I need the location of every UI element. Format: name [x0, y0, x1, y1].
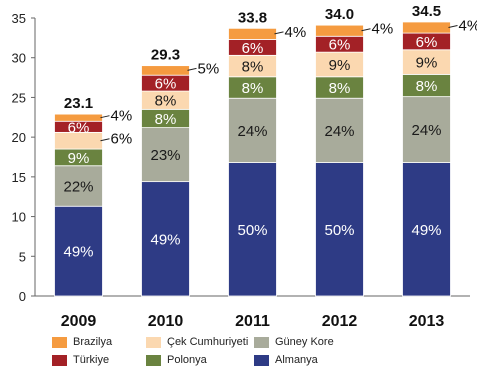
bar-segment--ek-cumhuriyeti [315, 51, 364, 78]
bar-segment-brazilya [141, 65, 190, 76]
y-tick-label: 0 [19, 289, 26, 304]
leader-line [100, 138, 110, 142]
bar-segment-brazilya [402, 21, 451, 34]
data-label-outside: 4% [372, 21, 394, 38]
legend-swatch-almanya [254, 354, 269, 366]
data-label-outside: 5% [198, 60, 220, 77]
data-label: 24% [324, 123, 354, 140]
bar-segment-brazilya [228, 27, 277, 40]
legend-item-cek-cumhuriyeti: Çek Cumhuriyeti [146, 336, 248, 348]
legend-label-guney-kore: Güney Kore [275, 336, 334, 348]
x-tick-label: 2013 [409, 313, 445, 330]
data-label: 8% [155, 111, 177, 128]
data-label-outside: 6% [111, 131, 133, 148]
total-label: 23.1 [64, 95, 93, 112]
bar-segment-almanya [228, 162, 277, 297]
leader-line [187, 67, 197, 71]
legend-item-brazilya: Brazilya [52, 336, 112, 348]
bar-segment-g-ney-kore [228, 97, 277, 163]
data-label: 6% [68, 119, 90, 136]
y-tick-label: 15 [12, 170, 26, 185]
legend-item-turkiye: Türkiye [52, 354, 109, 366]
data-label: 8% [416, 78, 438, 95]
legend-swatch-brazilya [52, 336, 67, 348]
data-label: 23% [150, 147, 180, 164]
legend-label-brazilya: Brazilya [73, 336, 113, 348]
total-label: 34.5 [412, 3, 441, 20]
data-label: 49% [150, 231, 180, 248]
legend-label-almanya: Almanya [275, 354, 318, 366]
legend-swatch-cek-cumhuriyeti [146, 336, 161, 348]
stacked-bar-chart: 0 5 10 15 20 25 30 35 49% 22% 9% 6% 6% 4% 23.1 2009 49% 2… [12, 3, 477, 330]
legend-label-cek-cumhuriyeti: Çek Cumhuriyeti [167, 336, 249, 348]
data-label: 8% [155, 93, 177, 110]
leader-line [100, 115, 110, 119]
leader-line [448, 25, 458, 29]
legend-swatch-turkiye [52, 354, 67, 366]
y-tick-label: 10 [12, 210, 26, 225]
data-label: 24% [411, 122, 441, 139]
bar-segment-brazilya [315, 24, 364, 37]
total-label: 33.8 [238, 9, 267, 26]
data-label: 9% [329, 57, 351, 74]
data-label-outside: 4% [459, 18, 477, 35]
legend-swatch-polonya [146, 354, 161, 366]
legend-item-polonya: Polonya [146, 354, 207, 366]
data-label: 50% [237, 222, 267, 239]
y-tick-label: 30 [12, 51, 26, 66]
total-label: 34.0 [325, 6, 354, 23]
x-tick-label: 2010 [148, 313, 184, 330]
legend-label-turkiye: Türkiye [73, 354, 110, 366]
data-label: 22% [63, 178, 93, 195]
data-label: 49% [63, 244, 93, 261]
x-tick-label: 2012 [322, 313, 358, 330]
legend-swatch-guney-kore [254, 336, 269, 348]
data-label: 6% [416, 34, 438, 51]
data-label: 6% [242, 40, 264, 57]
legend-item-guney-kore: Güney Kore [254, 336, 334, 348]
data-label: 50% [324, 222, 354, 239]
bar-segment-g-ney-kore [54, 165, 103, 207]
x-tick-label: 2009 [61, 313, 97, 330]
data-label: 8% [242, 59, 264, 76]
data-label: 9% [68, 150, 90, 167]
data-label: 6% [155, 76, 177, 93]
bar-segment-g-ney-kore [315, 97, 364, 163]
total-label: 29.3 [151, 47, 180, 64]
bar-segment-g-ney-kore [402, 96, 451, 163]
data-label: 49% [411, 222, 441, 239]
data-label: 24% [237, 123, 267, 140]
y-tick-label: 25 [12, 90, 26, 105]
x-tick-label: 2011 [235, 313, 270, 330]
bar-segment-almanya [141, 181, 190, 297]
data-label-outside: 4% [285, 24, 307, 41]
data-label-outside: 4% [111, 108, 133, 125]
legend-label-polonya: Polonya [167, 354, 207, 366]
legend-item-almanya: Almanya [254, 354, 318, 366]
data-label: 6% [329, 37, 351, 54]
data-label: 8% [329, 80, 351, 97]
y-tick-label: 5 [19, 249, 26, 264]
leader-line [361, 28, 371, 32]
bar-segment-g-ney-kore [141, 127, 190, 183]
y-tick-label: 35 [12, 11, 26, 26]
data-label: 9% [416, 55, 438, 72]
data-label: 8% [242, 80, 264, 97]
leader-line [274, 31, 284, 35]
bar-segment-almanya [402, 162, 451, 297]
y-tick-label: 20 [12, 130, 26, 145]
